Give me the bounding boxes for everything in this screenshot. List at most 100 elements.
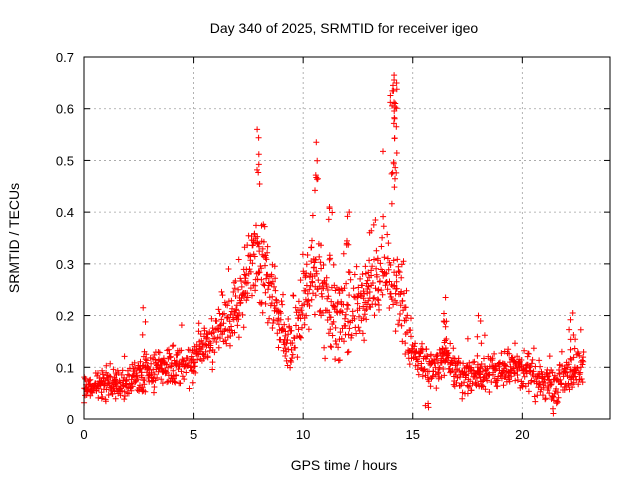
data-point (254, 233, 261, 240)
data-point (373, 265, 380, 272)
data-point (151, 352, 158, 358)
data-point (306, 302, 313, 309)
data-point (566, 326, 573, 333)
data-point (384, 286, 391, 293)
data-point (422, 402, 429, 409)
data-point (142, 364, 149, 371)
data-point (511, 369, 517, 376)
data-point (580, 349, 587, 355)
data-point (326, 309, 333, 316)
data-point (311, 311, 318, 318)
data-point (490, 371, 496, 378)
data-point (522, 383, 529, 390)
data-point (278, 298, 285, 305)
data-point (386, 305, 393, 311)
data-point (514, 377, 521, 383)
data-point (325, 330, 332, 337)
data-point (227, 333, 234, 339)
plot-frame (83, 56, 611, 420)
data-point (325, 293, 332, 300)
data-point (327, 326, 334, 333)
data-point (387, 99, 394, 106)
data-point (442, 345, 449, 351)
data-point (215, 306, 222, 313)
data-point (272, 275, 279, 282)
data-point (264, 243, 271, 250)
data-point (226, 318, 233, 325)
data-point (451, 383, 458, 390)
data-point (479, 382, 486, 389)
data-point (389, 102, 395, 109)
data-point (208, 315, 215, 322)
data-point (256, 243, 262, 250)
data-point (319, 293, 326, 300)
data-point (332, 356, 339, 363)
data-point (209, 366, 216, 373)
data-point (261, 223, 268, 230)
data-point (275, 344, 282, 351)
data-point (430, 368, 437, 375)
data-point (468, 364, 475, 371)
data-point (415, 362, 421, 369)
data-point (359, 282, 366, 289)
data-point (117, 392, 124, 399)
data-point (369, 280, 376, 286)
data-point (356, 313, 362, 320)
data-point (223, 340, 230, 347)
data-point (429, 372, 436, 379)
data-point (550, 393, 557, 400)
data-point (140, 304, 147, 311)
data-point (325, 216, 332, 223)
data-point (327, 255, 334, 262)
data-point (569, 310, 576, 316)
data-point (365, 283, 372, 290)
y-tick-labels: 0 0.1 0.2 0.3 0.4 0.5 0.6 0.7 (56, 50, 74, 427)
data-point (328, 298, 335, 305)
data-point (170, 367, 177, 374)
data-point (285, 331, 292, 338)
data-point (312, 256, 319, 263)
data-point (512, 377, 519, 384)
data-point (555, 389, 561, 396)
data-point (577, 369, 584, 376)
data-point (407, 327, 414, 334)
data-point (370, 221, 377, 228)
data-point (102, 396, 109, 403)
data-point (254, 166, 260, 173)
data-point (436, 364, 443, 371)
data-point (565, 380, 572, 387)
data-point (443, 336, 450, 342)
data-point (494, 383, 501, 390)
data-point (388, 170, 395, 177)
data-point (301, 321, 308, 328)
data-point (256, 181, 263, 187)
data-point (110, 366, 117, 373)
data-point (340, 250, 347, 257)
data-point (469, 380, 476, 387)
y-tick-label: 0.4 (56, 205, 74, 220)
data-point (521, 373, 528, 380)
data-point (294, 354, 301, 361)
data-point (397, 302, 404, 309)
data-point (173, 362, 180, 369)
data-point (337, 329, 344, 336)
data-point (384, 231, 391, 238)
data-point (330, 318, 337, 325)
data-point (193, 341, 200, 348)
data-point (371, 294, 378, 301)
data-point (345, 331, 352, 338)
data-point (236, 310, 243, 316)
data-point (171, 378, 178, 385)
data-point (551, 390, 558, 397)
data-point (356, 305, 363, 312)
data-point (273, 296, 279, 303)
data-point (411, 343, 418, 350)
data-point (424, 353, 431, 360)
data-point (361, 337, 368, 344)
data-point (398, 322, 405, 329)
data-point (388, 281, 395, 288)
data-point (237, 275, 244, 282)
data-point (299, 311, 306, 318)
data-point (343, 280, 350, 287)
data-point (256, 269, 263, 276)
